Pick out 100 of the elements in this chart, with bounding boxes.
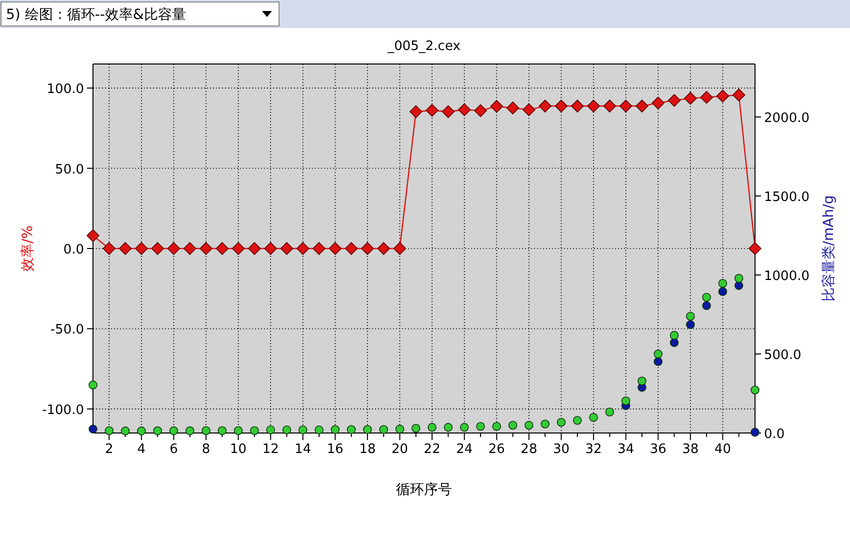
point xyxy=(250,426,259,436)
point xyxy=(86,229,100,242)
point xyxy=(216,242,229,255)
x-tick-label: 38 xyxy=(682,442,699,457)
point xyxy=(702,301,711,310)
y2-tick-label: 2000.0 xyxy=(764,110,810,126)
point xyxy=(589,412,598,422)
point xyxy=(686,320,695,329)
point xyxy=(572,416,582,425)
point xyxy=(508,420,518,430)
point xyxy=(492,422,502,431)
x-tick-label: 24 xyxy=(456,442,473,457)
point xyxy=(490,100,504,113)
point xyxy=(202,426,210,436)
point xyxy=(218,426,227,436)
point xyxy=(363,425,372,434)
point xyxy=(506,102,520,114)
point xyxy=(280,242,294,255)
x-tick-label: 34 xyxy=(618,442,634,457)
x-tick-label: 14 xyxy=(294,442,312,457)
point xyxy=(686,312,695,321)
point xyxy=(185,426,194,436)
point xyxy=(652,96,665,110)
point xyxy=(734,274,744,283)
point xyxy=(135,242,148,255)
point xyxy=(700,90,713,104)
point xyxy=(654,357,663,366)
point xyxy=(169,426,178,436)
point xyxy=(361,242,374,255)
point xyxy=(167,242,180,255)
point xyxy=(668,94,681,107)
point xyxy=(750,386,760,394)
point xyxy=(137,426,146,436)
y-tick-label: 0.0 xyxy=(63,242,84,258)
point xyxy=(104,426,114,436)
point xyxy=(232,242,245,255)
y2-tick-label: 500.0 xyxy=(764,348,802,363)
point xyxy=(266,425,276,434)
point xyxy=(636,100,648,112)
x-tick-label: 22 xyxy=(424,442,440,457)
point xyxy=(554,100,568,112)
point xyxy=(732,88,746,102)
point xyxy=(524,420,534,430)
x-tick-label: 40 xyxy=(714,442,731,457)
point xyxy=(716,90,730,102)
y-axis-title: 效率/% xyxy=(20,225,36,272)
y-tick-label: -50.0 xyxy=(50,322,84,338)
point xyxy=(428,422,436,432)
point xyxy=(670,338,679,348)
point xyxy=(442,105,455,118)
y2-tick-label: 1000.0 xyxy=(764,268,810,284)
x-tick-label: 10 xyxy=(230,442,247,457)
y2-tick-label: 0.0 xyxy=(764,427,785,442)
point xyxy=(102,242,116,255)
point xyxy=(540,420,550,428)
x-tick-label: 18 xyxy=(359,442,376,457)
point xyxy=(476,422,485,431)
x-tick-label: 16 xyxy=(326,442,344,457)
point xyxy=(474,104,487,118)
point xyxy=(621,396,630,406)
point xyxy=(410,105,422,118)
point xyxy=(200,242,212,255)
point xyxy=(248,242,261,255)
point xyxy=(522,103,536,116)
text: 5) 绘图：循环--效率&比容量 xyxy=(6,7,186,23)
point xyxy=(377,242,390,255)
point xyxy=(88,380,98,390)
point xyxy=(684,92,697,105)
y-tick-label: 50.0 xyxy=(55,162,84,178)
point xyxy=(183,242,196,255)
point xyxy=(330,425,340,434)
point xyxy=(654,350,663,358)
point xyxy=(412,424,420,433)
point xyxy=(88,424,98,434)
point xyxy=(619,100,632,112)
y-tick-label: -100.0 xyxy=(42,402,84,418)
point xyxy=(379,425,388,434)
x-tick-label: 26 xyxy=(488,442,505,457)
point xyxy=(395,424,404,434)
point xyxy=(346,425,356,434)
point xyxy=(702,292,711,302)
point xyxy=(570,100,584,112)
x-tick-label: 8 xyxy=(202,442,210,457)
chart-title: _005_2.cex xyxy=(386,39,461,54)
x-tick-label: 12 xyxy=(262,442,279,457)
x-tick-label: 20 xyxy=(392,442,408,457)
x-axis-title: 循环序号 xyxy=(396,482,452,498)
point xyxy=(120,426,130,436)
point xyxy=(444,422,453,432)
point xyxy=(556,418,566,427)
y2-tick-label: 1500.0 xyxy=(764,190,810,205)
x-tick-label: 6 xyxy=(170,442,178,457)
point xyxy=(538,100,552,112)
point xyxy=(718,287,728,296)
point xyxy=(344,242,358,255)
point xyxy=(426,104,438,117)
point xyxy=(234,426,243,436)
point xyxy=(118,242,132,255)
point xyxy=(264,242,278,255)
point xyxy=(151,242,164,255)
